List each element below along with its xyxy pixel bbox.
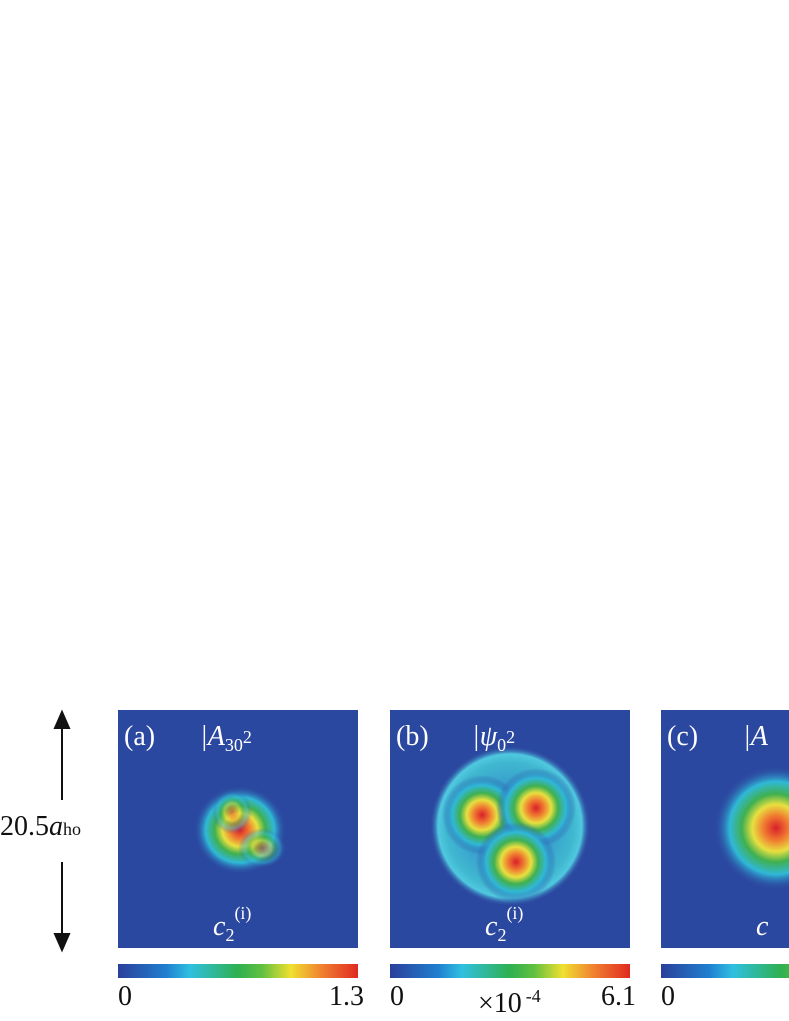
text-part: 1.3 <box>329 981 364 1012</box>
scale-arrow <box>53 709 71 953</box>
text-part: (i) <box>506 903 523 924</box>
text-part: c <box>485 911 498 942</box>
text-part: 2 <box>497 925 506 945</box>
text-part: 0 <box>497 735 506 755</box>
colorbar-min: 0 <box>118 981 132 1012</box>
state-label: c2(i) <box>213 903 251 945</box>
state-label: c2(i) <box>485 903 523 945</box>
text-part: -4 <box>526 986 541 1006</box>
text-part: (a) <box>124 721 155 752</box>
text-part: c <box>213 911 226 942</box>
colorbar-max: 6.1 <box>601 981 636 1012</box>
text-part: ×10 <box>478 988 522 1019</box>
text-part: |A <box>200 721 226 752</box>
text-part: 30 <box>225 735 243 755</box>
panel-b <box>390 710 630 978</box>
text-part: (b) <box>396 721 429 752</box>
scale-label: 20.5aho <box>0 811 81 842</box>
panel-title: |ψ02 <box>472 721 515 755</box>
text-part: |A <box>743 721 769 752</box>
colorbar-min: 0 <box>661 981 675 1012</box>
panel-a <box>118 710 358 978</box>
panel-title: |A <box>743 721 769 752</box>
text-part: 6.1 <box>601 981 636 1012</box>
text-part: 0 <box>390 981 404 1012</box>
panel-label: (b) <box>396 721 429 752</box>
panel-label: (a) <box>124 721 155 752</box>
panel-title: |A302 <box>200 721 252 755</box>
text-part: c <box>756 911 769 942</box>
text-part: (i) <box>234 903 251 924</box>
panel-c <box>661 710 789 978</box>
text-part: 2 <box>225 925 234 945</box>
panel-label: (c) <box>667 721 698 752</box>
text-part: 2 <box>243 727 252 747</box>
colorbar-min: 0 <box>390 981 404 1012</box>
text-part: 2 <box>506 727 515 747</box>
text-part: (c) <box>667 721 698 752</box>
text-part: 0 <box>661 981 675 1012</box>
state-label: c <box>756 911 769 942</box>
text-part: 0 <box>118 981 132 1012</box>
colorbar-multiplier: ×10 -4 <box>478 986 541 1019</box>
text-part: |ψ <box>472 721 498 752</box>
colorbar-max: 1.3 <box>329 981 364 1012</box>
